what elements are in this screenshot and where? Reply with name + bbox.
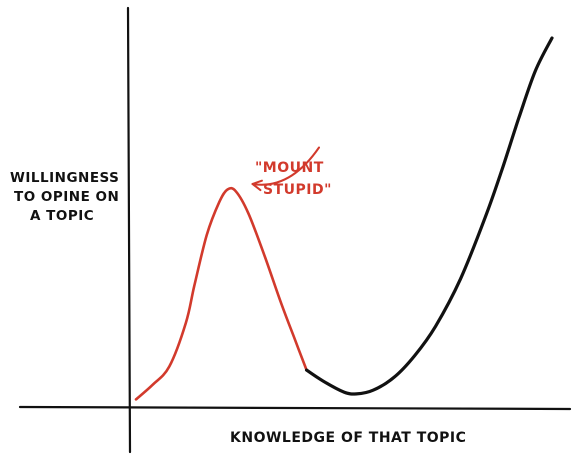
y-axis-label-line-1: WILLINGNESS — [10, 170, 119, 186]
annotation-arrowhead — [251, 179, 263, 192]
mount-stupid-label: "MOUNT STUPID" — [255, 160, 332, 198]
mount-stupid-label-line-2: STUPID" — [263, 182, 332, 198]
y-axis-label-line-3: A TOPIC — [30, 208, 94, 224]
mount-stupid-curve — [134, 186, 308, 401]
mount-stupid-label-line-1: "MOUNT — [255, 160, 324, 176]
y-axis-label-line-2: TO OPINE ON — [14, 189, 119, 205]
y-axis — [126, 6, 132, 454]
x-axis — [18, 405, 572, 411]
x-axis-label: KNOWLEDGE OF THAT TOPIC — [230, 430, 466, 446]
annotation-arrow — [251, 146, 320, 186]
knowledge-curve — [305, 36, 554, 396]
y-axis-label: WILLINGNESS TO OPINE ON A TOPIC — [10, 170, 125, 224]
